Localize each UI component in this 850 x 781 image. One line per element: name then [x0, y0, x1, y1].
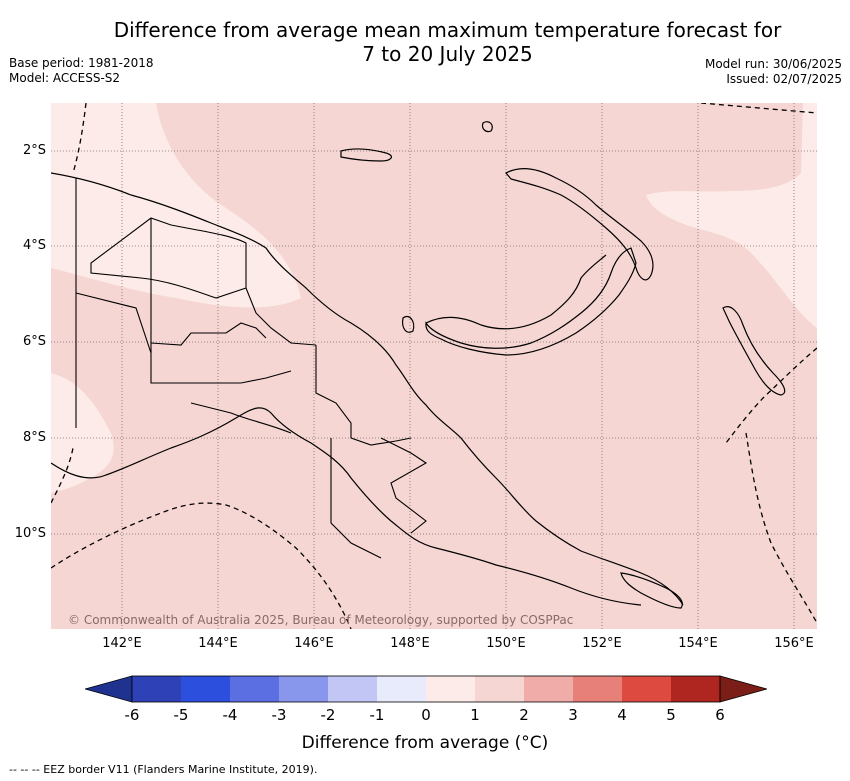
lat-label-8s: 8°S — [22, 430, 46, 445]
south-coast-gulf — [51, 407, 642, 606]
island-small-2 — [402, 315, 415, 333]
lat-label-2s: 2°S — [22, 143, 46, 158]
lon-label-152e: 152°E — [582, 636, 622, 651]
colorbar-tick-neg2: -2 — [320, 706, 336, 724]
colorbar-tick-3: 3 — [568, 706, 578, 724]
lon-label-144e: 144°E — [198, 636, 238, 651]
manus-island — [340, 148, 393, 162]
lon-label-142e: 142°E — [102, 636, 142, 651]
colorbar-bin-neg6-neg5 — [132, 676, 181, 702]
lat-label-10s: 10°S — [14, 526, 46, 541]
colorbar-tick-neg4: -4 — [222, 706, 238, 724]
title-line-2: 7 to 20 July 2025 — [362, 42, 533, 66]
anomaly-region-west-lowland — [51, 103, 301, 308]
bougainville — [722, 306, 786, 396]
colorbar-tick-0: 0 — [421, 706, 431, 724]
island-small-1 — [481, 121, 493, 133]
colorbar-bin-2-3 — [524, 676, 573, 702]
lon-label-156e: 156°E — [774, 636, 814, 651]
colorbar-tick-neg1: -1 — [369, 706, 385, 724]
colorbar-title: Difference from average (°C) — [301, 733, 549, 753]
anomaly-region-north-east — [646, 103, 817, 328]
title-line-1: Difference from average mean maximum tem… — [113, 18, 782, 42]
lon-label-146e: 146°E — [294, 636, 334, 651]
lon-label-148e: 148°E — [390, 636, 430, 651]
copyright-notice: © Commonwealth of Australia 2025, Bureau… — [68, 613, 574, 627]
island-south-east — [620, 572, 683, 609]
model-run: Model run: 30/06/2025 — [704, 57, 842, 71]
colorbar-tick-5: 5 — [666, 706, 676, 724]
map-svg — [51, 103, 817, 629]
new-ireland — [505, 168, 654, 281]
colorbar-bin-neg4-neg3 — [230, 676, 279, 702]
anomaly-region-south-west — [51, 373, 114, 493]
issued-date: Issued: 02/07/2025 — [726, 72, 842, 86]
colorbar-tick-2: 2 — [519, 706, 529, 724]
colorbar-bin-neg2-neg1 — [328, 676, 377, 702]
colorbar-tick-neg5: -5 — [173, 706, 189, 724]
province-borders — [75, 178, 428, 559]
meta-right: Model run: 30/06/2025 Issued: 02/07/2025 — [705, 57, 842, 87]
anomaly-region-north-strip — [51, 103, 79, 178]
new-britain — [425, 247, 637, 356]
lon-label-150e: 150°E — [486, 636, 526, 651]
colorbar — [85, 675, 767, 703]
huon-peninsula — [425, 254, 607, 330]
model-name: Model: ACCESS-S2 — [9, 71, 121, 85]
map-panel[interactable]: © Commonwealth of Australia 2025, Bureau… — [51, 103, 817, 629]
colorbar-tick-4: 4 — [617, 706, 627, 724]
lat-label-4s: 4°S — [22, 238, 46, 253]
map-title: Difference from average mean maximum tem… — [95, 18, 800, 66]
colorbar-tick-neg6: -6 — [124, 706, 140, 724]
new-guinea-mainland-coast — [51, 172, 684, 606]
eez-borders — [51, 103, 817, 629]
lat-label-6s: 6°S — [22, 334, 46, 349]
map-gridlines — [51, 103, 817, 629]
colorbar-bin-5-6 — [671, 676, 720, 702]
coastlines — [51, 121, 786, 609]
base-period: Base period: 1981-2018 — [9, 56, 154, 70]
colorbar-bin-neg5-neg4 — [181, 676, 230, 702]
eez-footer-note: -- -- -- EEZ border V11 (Flanders Marine… — [9, 763, 318, 776]
meta-left: Base period: 1981-2018 Model: ACCESS-S2 — [9, 56, 154, 86]
lon-label-154e: 154°E — [678, 636, 718, 651]
colorbar-frame — [131, 675, 721, 703]
colorbar-bin-neg3-neg2 — [279, 676, 328, 702]
colorbar-bin-4-5 — [622, 676, 671, 702]
colorbar-bin-3-4 — [573, 676, 622, 702]
colorbar-tick-6: 6 — [715, 706, 725, 724]
colorbar-tick-neg3: -3 — [271, 706, 287, 724]
colorbar-bin-neg1-0 — [377, 676, 426, 702]
colorbar-tick-1: 1 — [470, 706, 480, 724]
colorbar-bin-1-2 — [475, 676, 524, 702]
colorbar-extend-low — [85, 675, 133, 703]
colorbar-bin-0-1 — [426, 676, 475, 702]
colorbar-extend-high — [719, 675, 767, 703]
